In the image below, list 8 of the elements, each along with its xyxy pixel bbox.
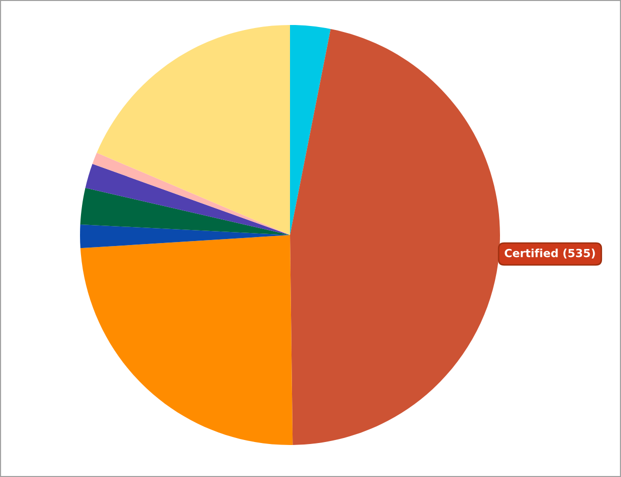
text: Certified (535) <box>504 248 595 259</box>
pie-slice <box>92 152 290 235</box>
pie-slice <box>290 28 500 445</box>
pie-slice <box>80 235 293 445</box>
pie-slice <box>80 188 290 235</box>
pie-slice <box>85 164 290 235</box>
pie-slice <box>96 25 290 235</box>
pie-slice <box>290 25 331 235</box>
